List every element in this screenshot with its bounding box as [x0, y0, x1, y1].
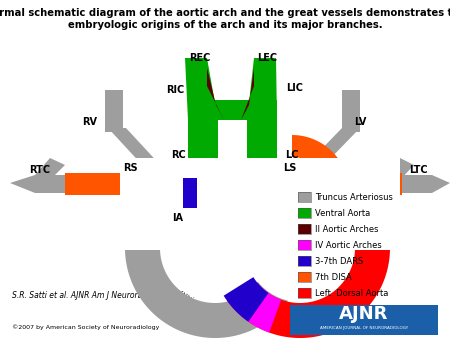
Text: RIC: RIC: [166, 85, 184, 95]
Text: II Aortic Arches: II Aortic Arches: [315, 224, 378, 234]
Polygon shape: [241, 68, 254, 120]
Polygon shape: [185, 58, 218, 120]
Polygon shape: [35, 175, 125, 193]
Circle shape: [246, 194, 354, 302]
Text: 7th DISA: 7th DISA: [315, 272, 352, 282]
Bar: [298, 192, 311, 202]
Polygon shape: [270, 173, 400, 195]
Text: LTC: LTC: [409, 165, 428, 175]
Text: Left  Dorsal Aorta: Left Dorsal Aorta: [315, 289, 388, 297]
Polygon shape: [386, 158, 414, 180]
Polygon shape: [247, 58, 277, 120]
Bar: [298, 288, 311, 298]
Polygon shape: [210, 248, 390, 338]
Text: RS: RS: [123, 163, 137, 173]
Text: RTC: RTC: [29, 165, 50, 175]
Polygon shape: [292, 135, 349, 192]
Text: LEC: LEC: [257, 53, 277, 63]
Text: ©2007 by American Society of Neuroradiology: ©2007 by American Society of Neuroradiol…: [12, 324, 159, 330]
Polygon shape: [298, 288, 311, 298]
Text: 3-7th DARS: 3-7th DARS: [315, 257, 363, 266]
Text: AMERICAN JOURNAL OF NEURORADIOLOGY: AMERICAN JOURNAL OF NEURORADIOLOGY: [320, 326, 408, 330]
Polygon shape: [298, 240, 311, 250]
Text: S.R. Satti et al. AJNR Am J Neuroradiol 2007;28:976-980: S.R. Satti et al. AJNR Am J Neuroradiol …: [12, 291, 225, 300]
Text: Truncus Arteriosus: Truncus Arteriosus: [315, 193, 393, 201]
Bar: [298, 208, 311, 218]
Polygon shape: [342, 175, 432, 193]
Polygon shape: [188, 100, 277, 120]
Text: LC: LC: [285, 150, 299, 160]
Bar: [298, 240, 311, 250]
Circle shape: [161, 194, 269, 302]
Polygon shape: [108, 128, 188, 195]
Text: LV: LV: [354, 117, 366, 127]
Polygon shape: [10, 175, 35, 193]
Text: LIC: LIC: [287, 83, 303, 93]
Polygon shape: [105, 90, 123, 132]
Polygon shape: [342, 90, 360, 132]
Polygon shape: [207, 68, 224, 120]
Polygon shape: [247, 100, 277, 255]
Polygon shape: [120, 158, 400, 250]
Text: Ventral Aorta: Ventral Aorta: [315, 209, 370, 217]
Bar: [298, 256, 311, 266]
Polygon shape: [298, 272, 311, 282]
Text: Normal schematic diagram of the aortic arch and the great vessels demonstrates t: Normal schematic diagram of the aortic a…: [0, 8, 450, 30]
Text: LS: LS: [284, 163, 297, 173]
Polygon shape: [35, 158, 65, 180]
Text: REC: REC: [189, 53, 211, 63]
Bar: [298, 272, 311, 282]
Text: IA: IA: [172, 213, 184, 223]
Polygon shape: [188, 100, 218, 255]
Text: AJNR: AJNR: [339, 305, 389, 323]
Polygon shape: [298, 256, 311, 266]
Polygon shape: [210, 248, 281, 333]
Polygon shape: [292, 173, 402, 195]
Text: RV: RV: [82, 117, 98, 127]
Text: RC: RC: [171, 150, 185, 160]
Polygon shape: [277, 128, 360, 195]
Polygon shape: [270, 173, 282, 223]
Text: IV Aortic Arches: IV Aortic Arches: [315, 241, 382, 249]
Polygon shape: [183, 178, 197, 208]
Polygon shape: [224, 277, 269, 322]
Polygon shape: [298, 224, 311, 234]
Polygon shape: [65, 173, 195, 195]
Polygon shape: [125, 248, 305, 338]
Polygon shape: [298, 192, 311, 202]
Polygon shape: [432, 175, 450, 193]
Polygon shape: [298, 208, 311, 218]
Bar: [298, 224, 311, 234]
Bar: [290, 305, 438, 335]
Polygon shape: [185, 173, 197, 223]
